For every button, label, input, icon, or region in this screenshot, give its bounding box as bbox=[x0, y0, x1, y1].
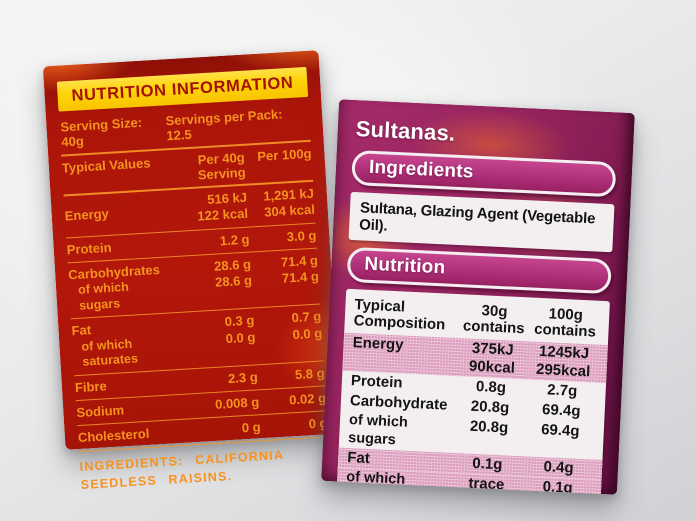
row-label: Sodium bbox=[75, 402, 125, 421]
row-values-100g: 71.4 g 71.4 g bbox=[280, 252, 320, 286]
column-per-40g: Per 40g Serving bbox=[197, 149, 246, 183]
row-values-40g: 0.008 g bbox=[214, 394, 260, 412]
row-values-40g: 28.6 g 28.6 g bbox=[213, 256, 253, 290]
row-values-100g: 5.8 g bbox=[294, 365, 325, 382]
row-label: Fibre bbox=[74, 378, 108, 395]
servings-per-pack: Servings per Pack: 12.5 bbox=[165, 106, 283, 144]
column-typical-composition: Typical Composition bbox=[353, 296, 446, 334]
nutrition-table: Typical Composition 30g contains 100g conta… bbox=[333, 288, 610, 495]
row-values-100g: 1245kJ 295kcal bbox=[535, 343, 591, 381]
row-values-40g: 0.3 g 0.0 g bbox=[224, 312, 256, 346]
row-values-30g: 375kJ 90kcal bbox=[468, 340, 516, 378]
nutrition-section-header: Nutrition bbox=[346, 246, 612, 295]
row-values-100g: 0.7 g 0.0 g bbox=[291, 308, 323, 342]
row-values-40g: 516 kJ 122 kcal bbox=[196, 189, 249, 224]
column-per-100g: Per 100g bbox=[256, 145, 312, 164]
row-values-100g: 0.02 g bbox=[288, 390, 327, 408]
column-typical-values: Typical Values bbox=[61, 155, 151, 176]
column-30g-contains: 30g contains bbox=[462, 302, 525, 338]
column-100g-contains: 100g contains bbox=[533, 305, 597, 341]
sultanas-packet-label: Sultanas. Ingredients Sultana, Glazing A… bbox=[321, 99, 635, 495]
row-label: Cholesterol bbox=[77, 426, 150, 446]
row-values-40g: 1.2 g bbox=[219, 231, 250, 248]
row-sublabel: of which sugars bbox=[77, 279, 130, 313]
ingredients-section-header: Ingredients bbox=[351, 149, 617, 198]
row-values-40g: 0 g bbox=[241, 419, 262, 436]
row-values-100g: 0 g bbox=[308, 415, 328, 432]
serving-size: Serving Size: 40g bbox=[60, 114, 143, 150]
product-title: Sultanas. bbox=[355, 116, 456, 146]
row-values-100g: 1,291 kJ 304 kcal bbox=[262, 185, 316, 220]
row-label: Energy bbox=[64, 206, 110, 224]
raisins-nutrition-label: NUTRITION INFORMATION Serving Size: 40g … bbox=[42, 50, 342, 492]
ingredients-text: Sultana, Glazing Agent (Vegetable Oil). bbox=[348, 191, 615, 253]
row-values-100g: 3.0 g bbox=[286, 227, 317, 244]
row-sublabel: of which saturates bbox=[81, 336, 139, 369]
row-label: Protein bbox=[66, 239, 112, 257]
row-values-40g: 2.3 g bbox=[227, 369, 259, 386]
